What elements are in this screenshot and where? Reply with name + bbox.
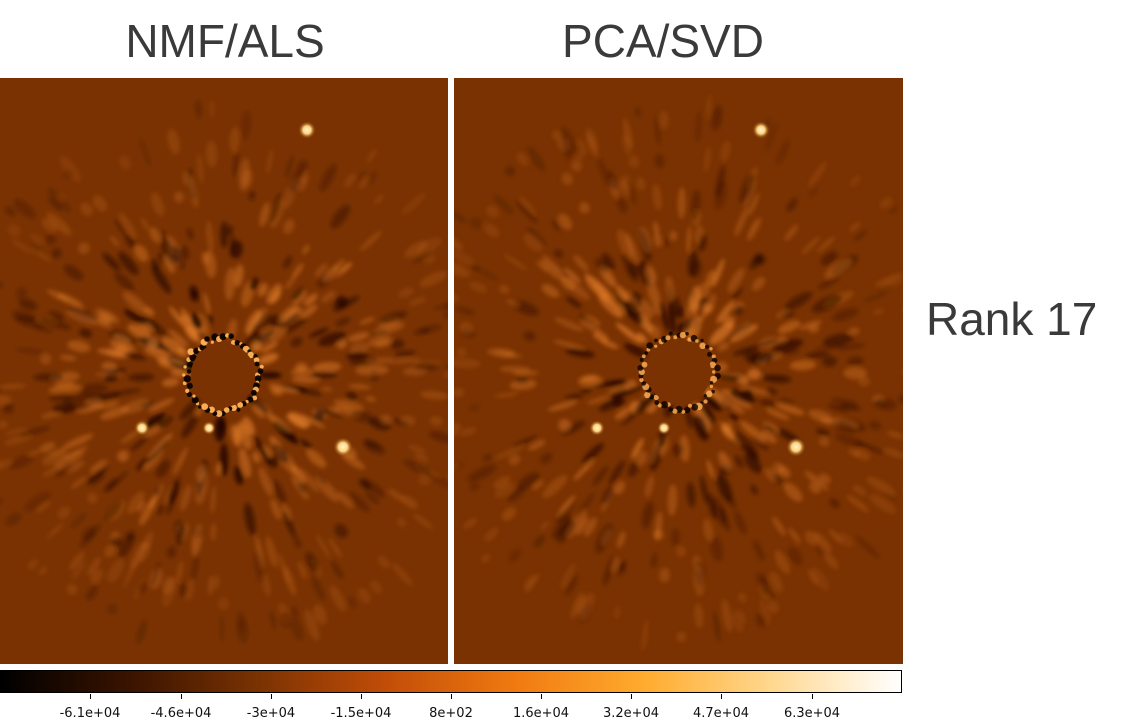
point-source	[752, 121, 770, 139]
colorbar-tick-label: 4.7e+04	[692, 706, 750, 721]
point-source	[134, 420, 150, 436]
mask-edge-ring	[182, 333, 264, 417]
rank-label: Rank 17	[926, 293, 1098, 345]
coronagraph-mask	[191, 343, 255, 407]
colorbar-tick-label: -3e+04	[246, 706, 296, 721]
speckle-field	[454, 93, 903, 652]
colorbar-tick-label: -6.1e+04	[59, 706, 121, 721]
nmf-als-residual-image	[0, 78, 448, 664]
point-source	[202, 421, 216, 435]
point-source	[786, 437, 806, 457]
nmf-als-image-canvas	[0, 78, 448, 664]
colorbar-tick-mark	[541, 694, 542, 699]
coronagraph-mask	[647, 340, 711, 404]
colorbar-tick-mark	[721, 694, 722, 699]
pca-svd-residual-image	[454, 78, 903, 664]
colorbar-tick-mark	[90, 694, 91, 699]
colorbar-tick-mark	[271, 694, 272, 699]
colorbar-tick-mark	[361, 694, 362, 699]
colorbar-tick-label: 6.3e+04	[783, 706, 841, 721]
colorbar-tick-label: 1.6e+04	[512, 706, 570, 721]
colorbar	[0, 670, 902, 693]
colorbar-tick-mark	[812, 694, 813, 699]
mask-edge-ring	[637, 331, 721, 414]
colorbar-tick-mark	[181, 694, 182, 699]
pca-svd-image-canvas	[454, 78, 903, 664]
point-source	[298, 121, 316, 139]
point-source	[333, 437, 353, 457]
colorbar-tick-label: 3.2e+04	[602, 706, 660, 721]
panel-title-pca-svd: PCA/SVD	[562, 15, 764, 67]
panel-divider	[448, 78, 454, 664]
point-source	[657, 421, 671, 435]
colorbar-tick-label: 8e+02	[429, 706, 473, 721]
speckle-field	[0, 99, 448, 645]
colorbar-tick-mark	[451, 694, 452, 699]
panel-title-nmf-als: NMF/ALS	[125, 15, 325, 67]
colorbar-tick-label: -1.5e+04	[330, 706, 392, 721]
point-source	[589, 420, 605, 436]
colorbar-tick-label: -4.6e+04	[150, 706, 212, 721]
colorbar-tick-mark	[631, 694, 632, 699]
